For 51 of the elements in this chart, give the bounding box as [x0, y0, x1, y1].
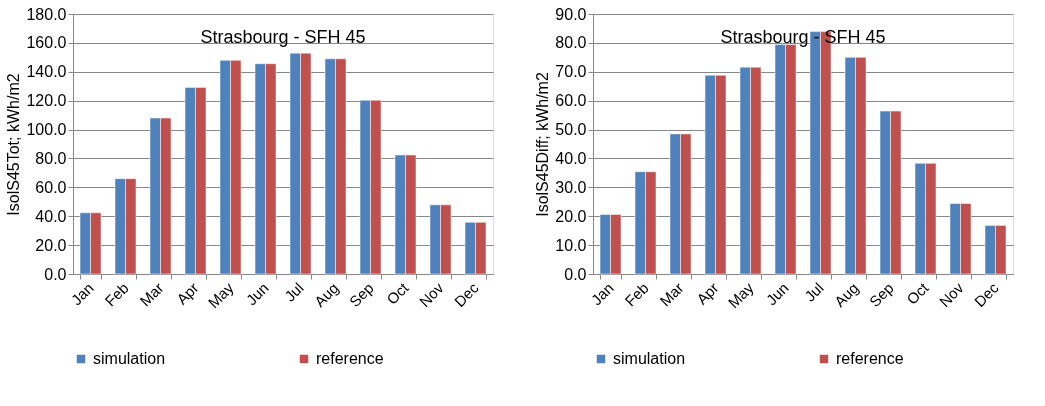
- x-tick-label: Sep: [345, 279, 377, 311]
- y-tick-label: 90.0: [555, 5, 587, 23]
- y-tick-label: 80.0: [555, 34, 587, 52]
- x-tick-label: Jan: [587, 279, 617, 309]
- y-tick-label: 10.0: [555, 236, 587, 254]
- x-tick-label: Dec: [450, 278, 482, 311]
- legend-label: reference: [836, 350, 904, 367]
- y-tick-label: 40.0: [35, 207, 67, 225]
- y-tick-label: 50.0: [555, 121, 587, 139]
- x-tick-label: Mar: [136, 279, 167, 310]
- x-tick-label: Oct: [383, 278, 413, 308]
- y-tick-label: 30.0: [555, 178, 587, 196]
- x-tick-label: Jun: [762, 279, 792, 309]
- y-axis-title: IsolS45Tot; kWh/m2: [5, 73, 23, 216]
- y-tick-label: 80.0: [35, 149, 67, 167]
- y-tick-label: 0.0: [564, 265, 587, 283]
- x-tick-label: Oct: [903, 278, 933, 308]
- y-tick-label: 40.0: [555, 149, 587, 167]
- x-tick-label: Feb: [101, 279, 132, 310]
- x-tick-label: May: [204, 278, 238, 312]
- x-tick-label: Apr: [173, 279, 202, 308]
- x-tick-label: Dec: [970, 278, 1002, 311]
- y-tick-label: 120.0: [26, 92, 67, 110]
- x-tick-label: Jul: [801, 279, 827, 305]
- y-tick-label: 0.0: [44, 265, 67, 283]
- y-tick-label: 20.0: [35, 236, 67, 254]
- legend-label: simulation: [93, 350, 166, 367]
- y-tick-label: 180.0: [26, 5, 67, 23]
- x-tick-label: Feb: [621, 279, 652, 310]
- x-tick-label: May: [724, 278, 758, 312]
- x-tick-label: Jul: [281, 279, 307, 305]
- x-tick-label: Aug: [310, 279, 342, 311]
- y-tick-label: 70.0: [555, 63, 587, 81]
- legend-label: reference: [316, 350, 384, 367]
- x-tick-label: Nov: [935, 278, 967, 311]
- x-tick-label: Sep: [865, 279, 897, 311]
- y-tick-label: 160.0: [26, 34, 67, 52]
- x-tick-label: Jan: [67, 279, 97, 309]
- y-tick-label: 100.0: [26, 121, 67, 139]
- x-tick-label: Apr: [693, 279, 722, 308]
- text: Strasbourg - SFH 45: [200, 27, 366, 47]
- x-tick-label: Aug: [830, 279, 862, 311]
- x-tick-label: Nov: [415, 278, 447, 311]
- y-tick-label: 140.0: [26, 63, 67, 81]
- y-tick-label: 20.0: [555, 207, 587, 225]
- y-axis-title: IsolS45Diff; kWh/m2: [534, 72, 552, 217]
- y-tick-label: 60.0: [555, 92, 587, 110]
- x-tick-label: Mar: [656, 279, 687, 310]
- legend-label: simulation: [613, 350, 686, 367]
- y-tick-label: 60.0: [35, 178, 67, 196]
- x-tick-label: Jun: [242, 279, 272, 309]
